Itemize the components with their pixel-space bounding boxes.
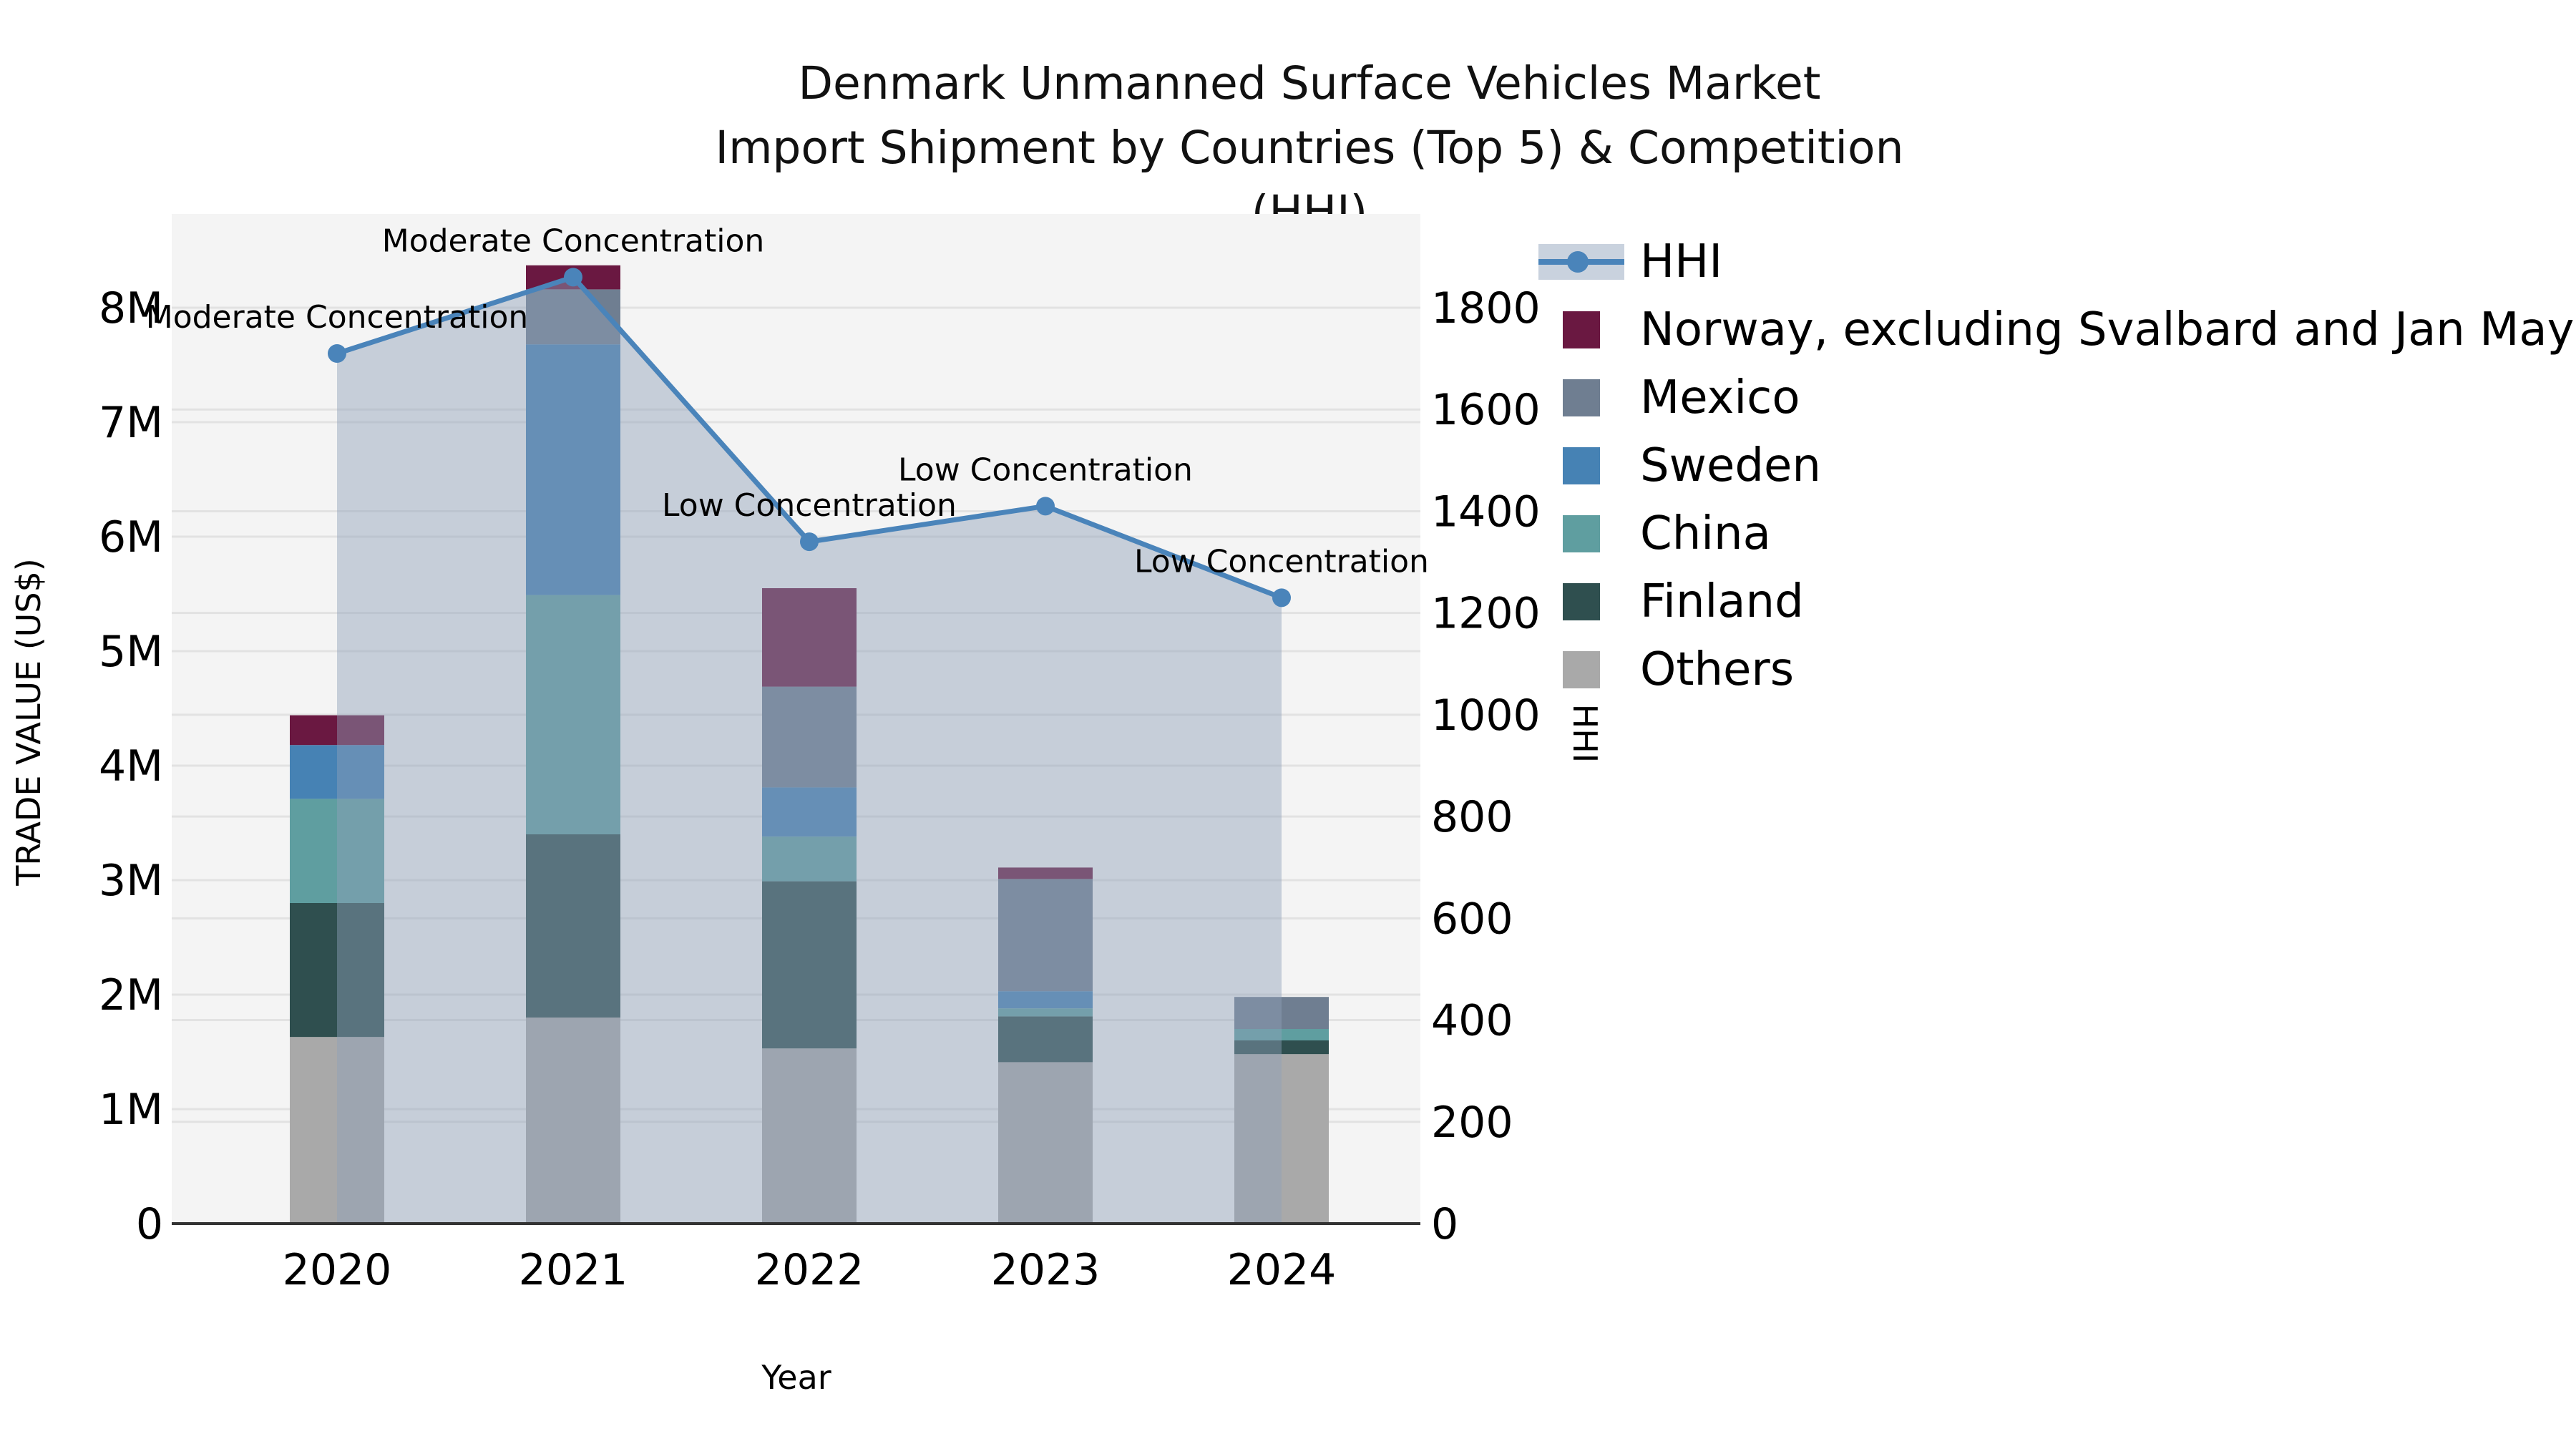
legend-swatch bbox=[1563, 447, 1600, 484]
bar-segment-norway-2022 bbox=[762, 588, 857, 687]
hhi-marker-2023 bbox=[1036, 497, 1055, 516]
legend-swatch bbox=[1563, 379, 1600, 416]
bar-segment-china-2023 bbox=[998, 1008, 1093, 1017]
legend-label: HHI bbox=[1640, 235, 1723, 288]
legend-swatch bbox=[1563, 514, 1600, 552]
right-tick-label: 1200 bbox=[1431, 589, 1541, 639]
legend-label: Finland bbox=[1640, 575, 1804, 628]
hhi-line-sample-icon bbox=[1538, 228, 1624, 296]
x-tick-label: 2021 bbox=[519, 1245, 628, 1295]
bar-segment-china-2024 bbox=[1234, 1029, 1329, 1040]
right-tick-label: 0 bbox=[1431, 1199, 1458, 1249]
right-tick-label: 1800 bbox=[1431, 283, 1541, 333]
chart-title-line2: Import Shipment by Countries (Top 5) & C… bbox=[715, 122, 1904, 238]
annotation-2022: Low Concentration bbox=[662, 487, 957, 524]
left-tick-label: 4M bbox=[99, 741, 163, 791]
bar-segment-sweden-2021 bbox=[526, 344, 620, 595]
legend-item: Others bbox=[1538, 635, 2576, 703]
hhi-marker-swatch bbox=[1567, 251, 1589, 273]
x-tick-label: 2024 bbox=[1227, 1245, 1337, 1295]
right-tick-label: 400 bbox=[1431, 996, 1513, 1046]
right-tick-label: 1400 bbox=[1431, 487, 1541, 537]
bar-segment-mexico-2023 bbox=[998, 879, 1093, 992]
bar-segment-mexico-2024 bbox=[1234, 997, 1329, 1029]
y-axis-label-left: TRADE VALUE (US$) bbox=[9, 558, 48, 886]
annotation-2021: Moderate Concentration bbox=[382, 223, 765, 259]
bar-segment-mexico-2021 bbox=[526, 289, 620, 345]
left-tick-label: 3M bbox=[99, 856, 163, 906]
x-tick-label: 2023 bbox=[991, 1245, 1101, 1295]
bar-segment-sweden-2023 bbox=[998, 991, 1093, 1009]
x-tick-label: 2020 bbox=[283, 1245, 392, 1295]
left-tick-label: 7M bbox=[99, 398, 163, 448]
hhi-marker-2021 bbox=[564, 268, 582, 287]
legend-item: Sweden bbox=[1538, 431, 2576, 499]
bar-segment-mexico-2022 bbox=[762, 686, 857, 788]
bar-segment-others-2024 bbox=[1234, 1054, 1329, 1224]
bar-segment-others-2021 bbox=[526, 1018, 620, 1224]
bar-segment-norway-2023 bbox=[998, 867, 1093, 879]
right-tick-label: 600 bbox=[1431, 894, 1513, 944]
legend-item: China bbox=[1538, 499, 2576, 567]
right-tick-label: 800 bbox=[1431, 792, 1513, 842]
bar-segment-china-2022 bbox=[762, 836, 857, 882]
legend-swatch-sample bbox=[1538, 296, 1624, 364]
bar-segment-sweden-2020 bbox=[290, 745, 384, 799]
right-tick-label: 200 bbox=[1431, 1098, 1513, 1148]
bar-segment-others-2023 bbox=[998, 1062, 1093, 1224]
legend-swatch bbox=[1563, 311, 1600, 348]
legend-item: Finland bbox=[1538, 567, 2576, 635]
bar-segment-china-2021 bbox=[526, 595, 620, 834]
right-tick-label: 1000 bbox=[1431, 691, 1541, 741]
legend-item: HHI bbox=[1538, 228, 2576, 296]
annotation-2024: Low Concentration bbox=[1134, 543, 1429, 580]
chart-title-line1: Denmark Unmanned Surface Vehicles Market bbox=[798, 57, 1821, 109]
right-tick-label: 1600 bbox=[1431, 385, 1541, 435]
left-tick-label: 2M bbox=[99, 970, 163, 1020]
legend-label: China bbox=[1640, 507, 1771, 560]
legend-swatch-sample bbox=[1538, 567, 1624, 635]
legend-label: Sweden bbox=[1640, 439, 1821, 492]
legend-swatch-sample bbox=[1538, 364, 1624, 431]
left-tick-label: 5M bbox=[99, 627, 163, 677]
bar-segment-others-2020 bbox=[290, 1037, 384, 1224]
left-tick-label: 6M bbox=[99, 512, 163, 562]
left-tick-label: 0 bbox=[136, 1199, 163, 1249]
bar-segment-finland-2020 bbox=[290, 903, 384, 1038]
annotation-2023: Low Concentration bbox=[898, 452, 1193, 488]
x-tick-label: 2022 bbox=[755, 1245, 864, 1295]
bar-segment-finland-2021 bbox=[526, 834, 620, 1018]
legend-swatch-sample bbox=[1538, 499, 1624, 567]
legend-label: Others bbox=[1640, 643, 1795, 696]
bar-segment-sweden-2022 bbox=[762, 787, 857, 837]
bar-segment-finland-2022 bbox=[762, 881, 857, 1049]
left-tick-label: 1M bbox=[99, 1085, 163, 1135]
left-tick-label: 8M bbox=[99, 283, 163, 333]
bar-segment-finland-2023 bbox=[998, 1016, 1093, 1063]
legend-swatch bbox=[1563, 650, 1600, 688]
hhi-marker-2020 bbox=[328, 344, 346, 363]
legend: HHI Norway, excluding Svalbard and Jan Ma… bbox=[1538, 228, 2576, 703]
annotation-2020: Moderate Concentration bbox=[146, 299, 529, 336]
legend-item: Norway, excluding Svalbard and Jan Mayen bbox=[1538, 296, 2576, 364]
hhi-marker-2024 bbox=[1272, 588, 1291, 608]
legend-swatch bbox=[1563, 582, 1600, 620]
legend-swatch-sample bbox=[1538, 431, 1624, 499]
bar-segment-china-2020 bbox=[290, 799, 384, 903]
legend-label: Norway, excluding Svalbard and Jan Mayen bbox=[1640, 303, 2576, 356]
legend-label: Mexico bbox=[1640, 371, 1800, 424]
hhi-marker-2022 bbox=[800, 532, 819, 552]
chart-title: Denmark Unmanned Surface Vehicles Market… bbox=[680, 52, 1939, 245]
bar-segment-finland-2024 bbox=[1234, 1040, 1329, 1055]
x-axis-label: Year bbox=[761, 1358, 831, 1397]
bar-segment-others-2022 bbox=[762, 1048, 857, 1224]
bar-segment-norway-2020 bbox=[290, 715, 384, 746]
legend-swatch-sample bbox=[1538, 635, 1624, 703]
legend-item: Mexico bbox=[1538, 364, 2576, 431]
